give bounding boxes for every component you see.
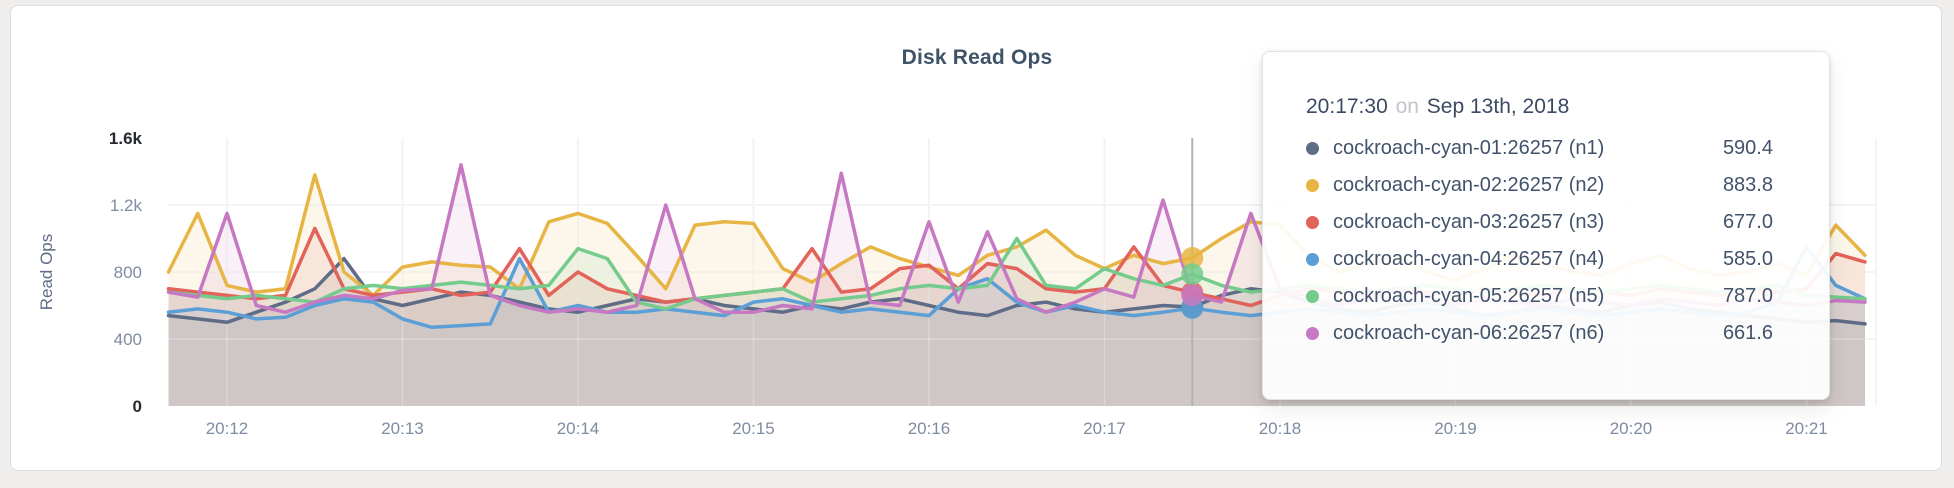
tooltip-series-label: cockroach-cyan-02:26257 (n2) [1333, 174, 1605, 196]
tooltip-series-label: cockroach-cyan-05:26257 (n5) [1333, 285, 1605, 307]
tooltip-series-value: 585.0 [1722, 248, 1773, 270]
tooltip-series-value: 677.0 [1722, 211, 1773, 233]
series-color-dot [1306, 216, 1319, 229]
series-color-dot [1306, 290, 1319, 303]
tooltip-row: cockroach-cyan-01:26257 (n1) 590.4 [1306, 130, 1773, 167]
chart-title: Disk Read Ops [901, 46, 1053, 69]
tooltip-series-label: cockroach-cyan-03:26257 (n3) [1333, 211, 1605, 233]
tooltip-header: 20:17:30 on Sep 13th, 2018 [1306, 96, 1773, 118]
tooltip-row: cockroach-cyan-06:26257 (n6) 661.6 [1306, 315, 1773, 352]
hover-tooltip: 20:17:30 on Sep 13th, 2018 cockroach-cya… [1262, 51, 1830, 400]
tooltip-series-label: cockroach-cyan-01:26257 (n1) [1333, 137, 1605, 159]
tooltip-date: Sep 13th, 2018 [1426, 95, 1570, 118]
series-color-dot [1306, 327, 1319, 340]
series-color-dot [1306, 142, 1319, 155]
tooltip-row: cockroach-cyan-05:26257 (n5) 787.0 [1306, 278, 1773, 315]
series-color-dot [1306, 253, 1319, 266]
tooltip-series-value: 661.6 [1722, 322, 1773, 344]
tooltip-row: cockroach-cyan-03:26257 (n3) 677.0 [1306, 204, 1773, 241]
tooltip-preposition: on [1395, 95, 1419, 118]
tooltip-series-label: cockroach-cyan-04:26257 (n4) [1333, 248, 1605, 270]
tooltip-time: 20:17:30 [1306, 95, 1388, 118]
tooltip-series-label: cockroach-cyan-06:26257 (n6) [1333, 322, 1605, 344]
tooltip-series-value: 883.8 [1722, 174, 1773, 196]
tooltip-rows: cockroach-cyan-01:26257 (n1) 590.4 cockroa… [1306, 130, 1773, 352]
series-color-dot [1306, 179, 1319, 192]
tooltip-series-value: 787.0 [1722, 285, 1773, 307]
tooltip-series-value: 590.4 [1722, 137, 1773, 159]
tooltip-row: cockroach-cyan-04:26257 (n4) 585.0 [1306, 241, 1773, 278]
tooltip-row: cockroach-cyan-02:26257 (n2) 883.8 [1306, 167, 1773, 204]
